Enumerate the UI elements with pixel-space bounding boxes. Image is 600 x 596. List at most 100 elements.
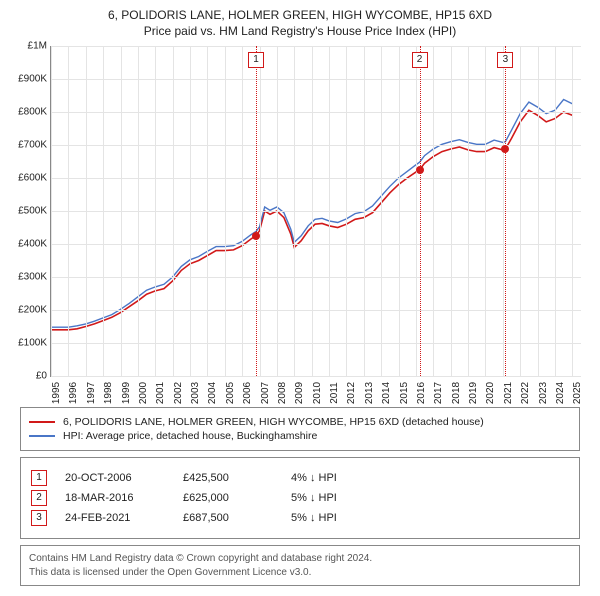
x-tick-label: 2008: [277, 382, 288, 404]
x-gridline: [503, 46, 504, 376]
sale-date: 20-OCT-2006: [65, 472, 165, 484]
x-tick-label: 2011: [329, 382, 340, 404]
x-tick-label: 2015: [399, 382, 410, 404]
x-gridline: [364, 46, 365, 376]
x-gridline: [225, 46, 226, 376]
x-tick-label: 2025: [572, 382, 583, 404]
sale-row-marker: 3: [31, 510, 47, 526]
x-gridline: [485, 46, 486, 376]
sale-row: 3 24-FEB-2021 £687,500 5% ↓ HPI: [31, 510, 569, 526]
x-gridline: [451, 46, 452, 376]
sale-delta: 5% ↓ HPI: [291, 512, 391, 524]
legend: 6, POLIDORIS LANE, HOLMER GREEN, HIGH WY…: [20, 407, 580, 451]
sale-marker-box: 3: [497, 52, 513, 68]
x-gridline: [51, 46, 52, 376]
x-tick-label: 2004: [207, 382, 218, 404]
x-gridline: [555, 46, 556, 376]
legend-swatch: [29, 435, 55, 437]
footer-line-2: This data is licensed under the Open Gov…: [29, 566, 571, 580]
title-line-2: Price paid vs. HM Land Registry's House …: [10, 24, 590, 38]
x-gridline: [68, 46, 69, 376]
x-gridline: [260, 46, 261, 376]
y-tick-label: £300K: [1, 272, 47, 283]
legend-label: HPI: Average price, detached house, Buck…: [63, 430, 317, 442]
sale-marker-box: 2: [412, 52, 428, 68]
x-tick-label: 2006: [242, 382, 253, 404]
y-gridline: [51, 112, 581, 113]
attribution: Contains HM Land Registry data © Crown c…: [20, 545, 580, 586]
x-tick-label: 2007: [260, 382, 271, 404]
y-gridline: [51, 178, 581, 179]
x-gridline: [190, 46, 191, 376]
x-gridline: [399, 46, 400, 376]
sale-date: 18-MAR-2016: [65, 492, 165, 504]
y-tick-label: £900K: [1, 74, 47, 85]
sale-row: 218-MAR-2016£625,0005% ↓ HPI: [31, 490, 569, 506]
x-gridline: [468, 46, 469, 376]
sale-marker-line: [256, 46, 257, 376]
x-gridline: [572, 46, 573, 376]
sale-marker-dot: [252, 232, 260, 240]
x-gridline: [242, 46, 243, 376]
x-gridline: [520, 46, 521, 376]
y-tick-label: £100K: [1, 338, 47, 349]
y-gridline: [51, 310, 581, 311]
x-tick-label: 2014: [381, 382, 392, 404]
x-gridline: [538, 46, 539, 376]
title-block: 6, POLIDORIS LANE, HOLMER GREEN, HIGH WY…: [0, 0, 600, 42]
x-tick-label: 2021: [503, 382, 514, 404]
x-tick-label: 2002: [173, 382, 184, 404]
sale-price: £687,500: [183, 512, 273, 524]
x-tick-label: 2019: [468, 382, 479, 404]
x-tick-label: 2022: [520, 382, 531, 404]
x-gridline: [155, 46, 156, 376]
y-tick-label: £200K: [1, 305, 47, 316]
legend-row: 6, POLIDORIS LANE, HOLMER GREEN, HIGH WY…: [29, 416, 571, 428]
sale-row: 120-OCT-2006£425,5004% ↓ HPI: [31, 470, 569, 486]
x-gridline: [173, 46, 174, 376]
x-tick-label: 1999: [121, 382, 132, 404]
x-gridline: [207, 46, 208, 376]
price-chart: £0£100K£200K£300K£400K£500K£600K£700K£80…: [50, 46, 581, 377]
x-tick-label: 1997: [86, 382, 97, 404]
y-gridline: [51, 211, 581, 212]
x-tick-label: 2024: [555, 382, 566, 404]
x-tick-label: 2013: [364, 382, 375, 404]
x-gridline: [381, 46, 382, 376]
sale-delta: 4% ↓ HPI: [291, 472, 391, 484]
x-tick-label: 2003: [190, 382, 201, 404]
x-gridline: [416, 46, 417, 376]
x-tick-label: 2016: [416, 382, 427, 404]
sales-table: 120-OCT-2006£425,5004% ↓ HPI 2 18-MAR-2016…: [20, 457, 580, 539]
x-gridline: [312, 46, 313, 376]
y-gridline: [51, 244, 581, 245]
x-gridline: [433, 46, 434, 376]
page: 6, POLIDORIS LANE, HOLMER GREEN, HIGH WY…: [0, 0, 600, 586]
sale-date: 24-FEB-2021: [65, 512, 165, 524]
x-gridline: [138, 46, 139, 376]
x-tick-label: 2023: [538, 382, 549, 404]
title-line-1: 6, POLIDORIS LANE, HOLMER GREEN, HIGH WY…: [10, 8, 590, 22]
footer-line-1: Contains HM Land Registry data © Crown c…: [29, 552, 571, 566]
y-gridline: [51, 79, 581, 80]
x-gridline: [277, 46, 278, 376]
y-tick-label: £0: [1, 371, 47, 382]
sale-marker-dot: [416, 166, 424, 174]
sale-row-marker: 2: [31, 490, 47, 506]
sale-marker-line: [420, 46, 421, 376]
x-tick-label: 2005: [225, 382, 236, 404]
y-tick-label: £500K: [1, 206, 47, 217]
x-gridline: [86, 46, 87, 376]
y-tick-label: £1M: [1, 41, 47, 52]
x-tick-label: 2018: [451, 382, 462, 404]
legend-swatch: [29, 421, 55, 423]
y-tick-label: £600K: [1, 173, 47, 184]
x-tick-label: 1995: [51, 382, 62, 404]
y-gridline: [51, 343, 581, 344]
x-gridline: [103, 46, 104, 376]
x-gridline: [346, 46, 347, 376]
x-tick-label: 2020: [485, 382, 496, 404]
y-tick-label: £400K: [1, 239, 47, 250]
y-tick-label: £700K: [1, 140, 47, 151]
legend-label: 6, POLIDORIS LANE, HOLMER GREEN, HIGH WY…: [63, 416, 484, 428]
